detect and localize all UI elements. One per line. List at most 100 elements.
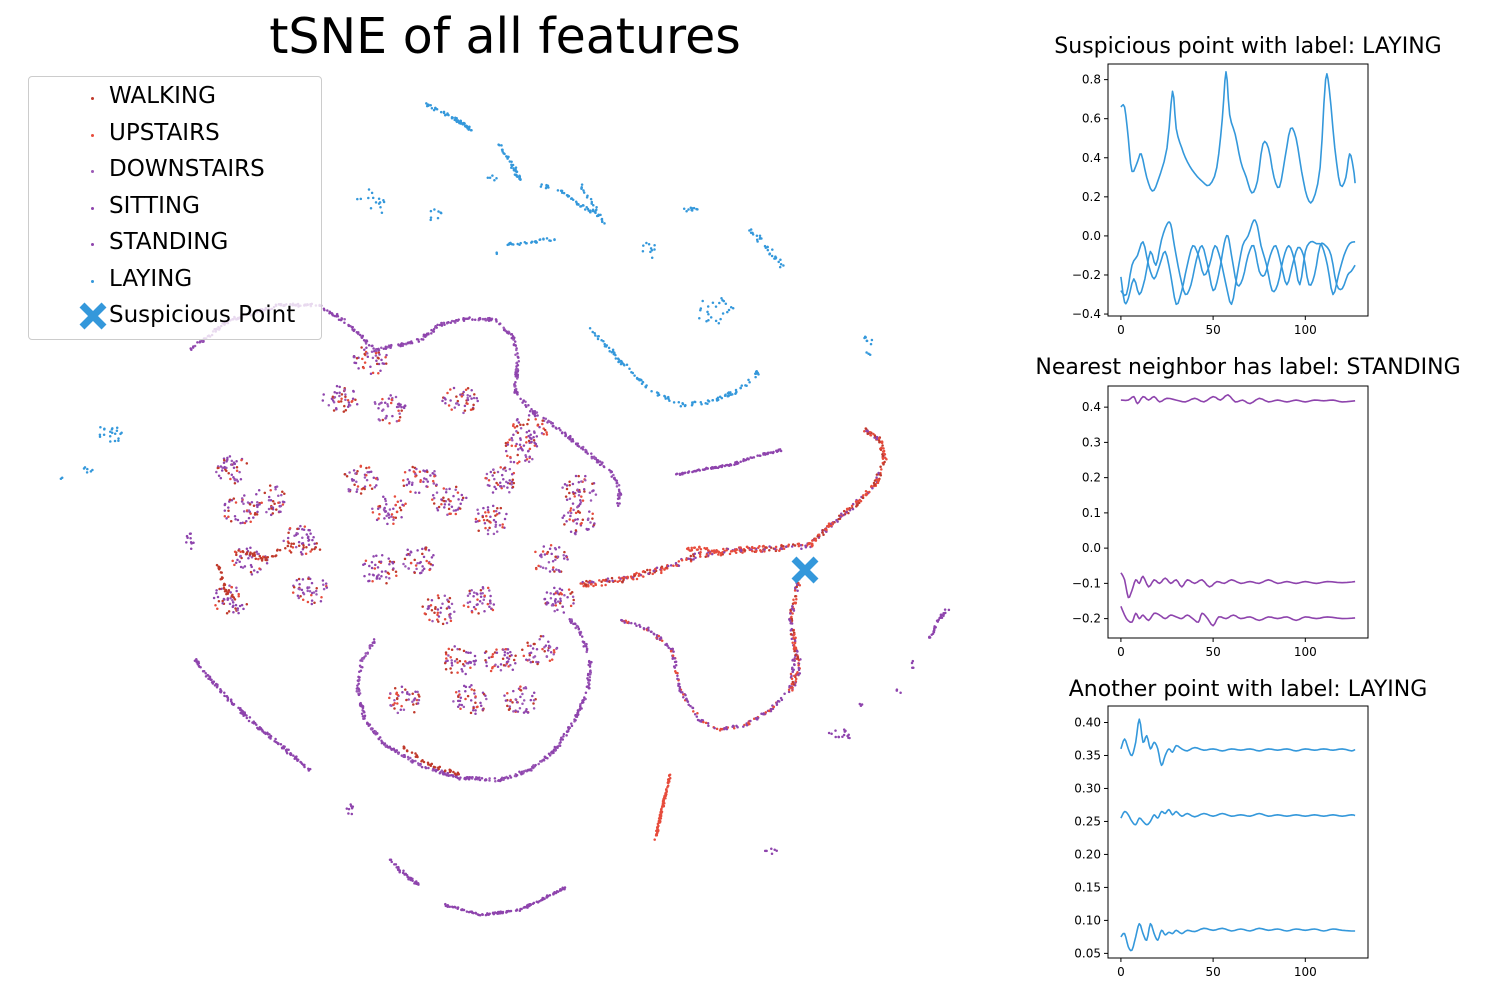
scatter-point xyxy=(577,474,580,478)
scatter-point xyxy=(277,501,280,505)
scatter-point xyxy=(502,648,505,651)
scatter-point xyxy=(563,483,567,486)
scatter-point xyxy=(461,908,465,912)
scatter-point xyxy=(506,243,509,247)
scatter-point xyxy=(711,301,715,305)
scatter-point xyxy=(550,552,553,556)
scatter-point xyxy=(456,661,459,664)
scatter-point xyxy=(633,574,637,577)
scatter-point xyxy=(716,398,720,402)
scatter-point xyxy=(536,662,539,666)
scatter-point xyxy=(877,478,880,481)
scatter-point xyxy=(483,522,487,525)
scatter-point xyxy=(296,527,299,531)
scatter-point xyxy=(412,703,415,706)
scatter-point xyxy=(416,690,419,694)
scatter-point xyxy=(512,481,516,485)
scatter-point xyxy=(452,509,456,512)
scatter-point xyxy=(669,564,673,567)
scatter-point xyxy=(539,565,542,568)
scatter-point xyxy=(616,580,620,583)
scatter-point xyxy=(537,564,540,568)
scatter-point xyxy=(403,873,406,876)
scatter-point xyxy=(590,202,593,205)
scatter-point xyxy=(684,698,688,701)
scatter-point xyxy=(318,548,322,551)
scatter-point xyxy=(453,659,457,663)
scatter-point xyxy=(267,736,271,739)
y-tick-label: 0.3 xyxy=(1082,435,1101,449)
scatter-point xyxy=(571,502,575,505)
scatter-point xyxy=(390,704,393,707)
scatter-point xyxy=(589,197,593,201)
scatter-point xyxy=(423,334,427,337)
scatter-point xyxy=(239,565,243,569)
scatter-point xyxy=(472,706,475,710)
scatter-point xyxy=(256,510,259,514)
scatter-point xyxy=(522,699,526,702)
scatter-point xyxy=(791,670,794,674)
scatter-point xyxy=(669,650,673,653)
scatter-point xyxy=(441,321,445,325)
scatter-point xyxy=(388,422,391,425)
scatter-point xyxy=(468,589,471,593)
scatter-point xyxy=(560,736,563,739)
scatter-point xyxy=(189,547,193,551)
scatter-point xyxy=(687,703,690,707)
scatter-point xyxy=(245,509,249,512)
scatter-point xyxy=(399,508,403,512)
scatter-point xyxy=(539,553,543,556)
scatter-point xyxy=(715,549,719,553)
scatter-point xyxy=(877,437,881,440)
scatter-point xyxy=(875,473,879,476)
scatter-point xyxy=(109,430,112,433)
scatter-point xyxy=(719,551,723,555)
scatter-point xyxy=(368,484,372,487)
scatter-point xyxy=(378,201,382,204)
scatter-point xyxy=(449,499,452,503)
scatter-point xyxy=(467,910,471,914)
scatter-point xyxy=(572,492,575,495)
scatter-point xyxy=(830,732,833,735)
scatter-point xyxy=(606,577,610,580)
scatter-point xyxy=(507,909,510,913)
scatter-point xyxy=(581,499,585,502)
scatter-point xyxy=(510,166,513,170)
scatter-point xyxy=(442,487,446,490)
scatter-point xyxy=(481,913,484,917)
scatter-point xyxy=(552,748,556,751)
scatter-point xyxy=(710,549,714,553)
scatter-point xyxy=(532,702,535,705)
scatter-point xyxy=(431,563,434,567)
scatter-point xyxy=(436,594,440,597)
scatter-point xyxy=(850,504,854,508)
scatter-point xyxy=(292,754,295,757)
scatter-point xyxy=(245,602,249,606)
scatter-point xyxy=(731,725,734,729)
scatter-point xyxy=(692,470,695,473)
scatter-point xyxy=(485,472,489,476)
scatter-point xyxy=(421,547,424,551)
scatter-point xyxy=(456,771,460,775)
scatter-point xyxy=(504,469,508,473)
scatter-point xyxy=(530,408,533,411)
scatter-point xyxy=(565,554,568,558)
scatter-point xyxy=(98,433,102,436)
scatter-point xyxy=(395,574,398,578)
scatter-point xyxy=(515,361,518,365)
scatter-point xyxy=(260,501,263,505)
scatter-point xyxy=(793,589,797,592)
scatter-point xyxy=(449,655,452,659)
scatter-point xyxy=(361,714,365,718)
scatter-point xyxy=(484,659,487,662)
scatter-point xyxy=(193,344,197,348)
scatter-point xyxy=(543,897,546,901)
scatter-point xyxy=(418,470,422,473)
scatter-point xyxy=(508,479,511,482)
dot-marker-icon xyxy=(91,133,94,137)
scatter-point xyxy=(506,454,509,458)
scatter-point xyxy=(458,693,461,696)
scatter-point xyxy=(355,480,358,484)
scatter-point xyxy=(751,233,755,236)
scatter-point xyxy=(713,726,716,730)
